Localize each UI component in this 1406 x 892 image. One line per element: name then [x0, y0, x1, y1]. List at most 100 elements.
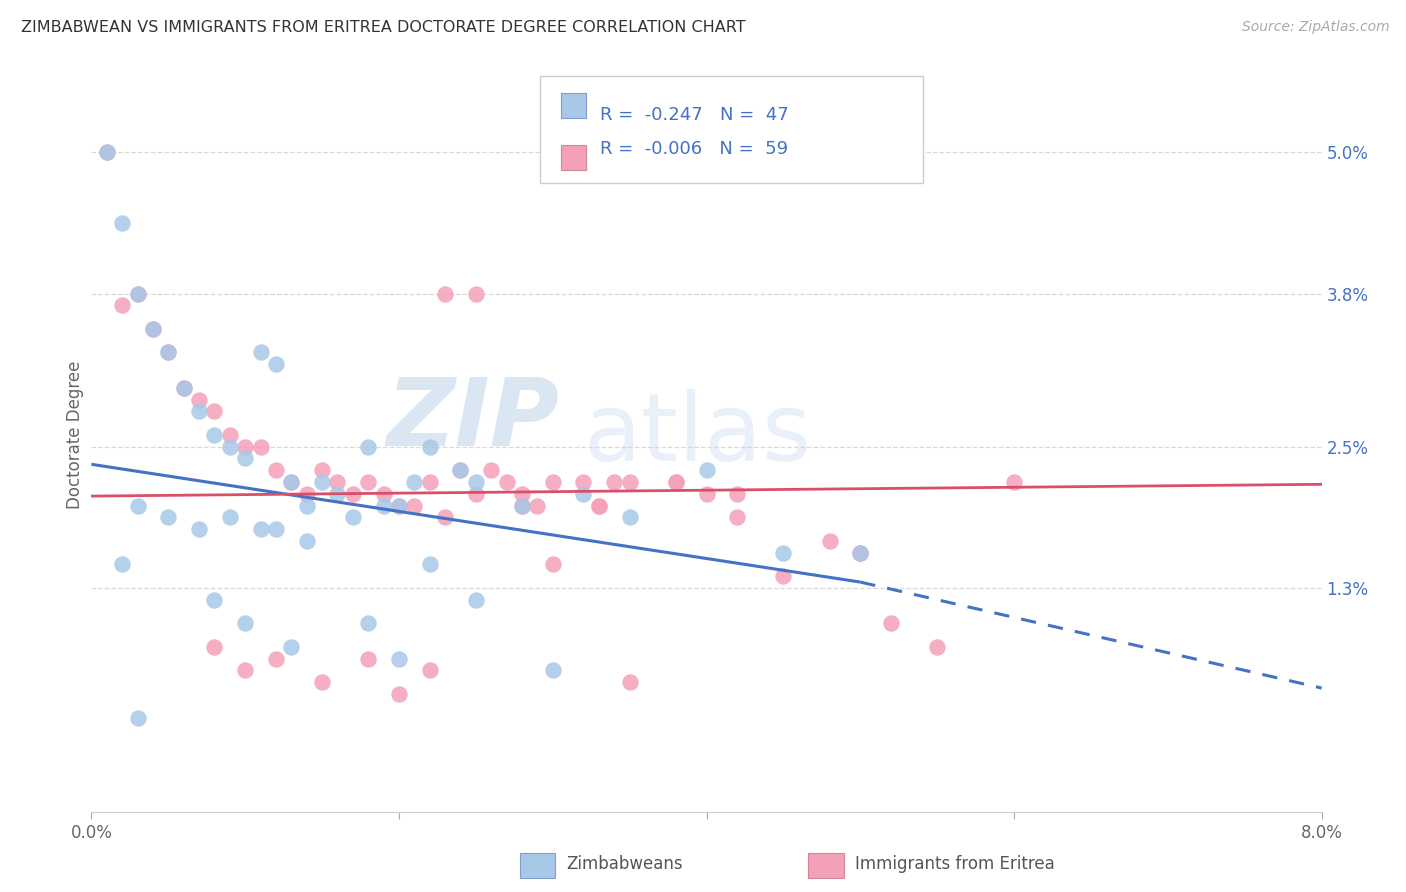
Point	[218, 510, 240, 524]
Point	[419, 440, 441, 454]
Point	[541, 475, 564, 489]
Point	[157, 345, 180, 359]
Point	[449, 463, 471, 477]
Point	[572, 475, 595, 489]
Point	[404, 475, 426, 489]
Point	[388, 651, 411, 665]
Point	[264, 651, 287, 665]
Point	[464, 487, 486, 501]
Point	[572, 487, 595, 501]
Point	[188, 392, 211, 407]
Point	[464, 592, 486, 607]
Point	[111, 298, 134, 312]
Point	[419, 475, 441, 489]
Point	[526, 499, 548, 513]
Point	[295, 487, 318, 501]
Point	[202, 592, 225, 607]
Point	[449, 463, 471, 477]
Text: ZIMBABWEAN VS IMMIGRANTS FROM ERITREA DOCTORATE DEGREE CORRELATION CHART: ZIMBABWEAN VS IMMIGRANTS FROM ERITREA DO…	[21, 20, 745, 35]
Point	[725, 487, 748, 501]
Point	[434, 510, 457, 524]
Text: atlas: atlas	[583, 389, 811, 481]
Point	[464, 286, 486, 301]
Text: Zimbabweans: Zimbabweans	[567, 855, 683, 873]
Point	[127, 499, 149, 513]
Point	[142, 322, 165, 336]
Point	[434, 286, 457, 301]
Point	[326, 487, 349, 501]
Point	[541, 558, 564, 572]
Point	[357, 616, 380, 631]
Point	[541, 664, 564, 678]
Point	[588, 499, 610, 513]
Point	[280, 475, 302, 489]
Text: Source: ZipAtlas.com: Source: ZipAtlas.com	[1241, 20, 1389, 34]
Point	[173, 381, 195, 395]
Point	[218, 428, 240, 442]
Point	[188, 522, 211, 536]
Text: R =  -0.247   N =  47: R = -0.247 N = 47	[600, 105, 789, 124]
Point	[96, 145, 118, 160]
Point	[510, 499, 533, 513]
Point	[849, 546, 872, 560]
Point	[772, 569, 794, 583]
Point	[510, 487, 533, 501]
Point	[295, 499, 318, 513]
Point	[202, 404, 225, 418]
Point	[326, 475, 349, 489]
Point	[665, 475, 688, 489]
Point	[249, 345, 271, 359]
Point	[373, 499, 395, 513]
Point	[818, 533, 841, 548]
Point	[373, 487, 395, 501]
Point	[880, 616, 903, 631]
Point	[249, 440, 271, 454]
Point	[695, 463, 717, 477]
Point	[233, 440, 256, 454]
Point	[588, 499, 610, 513]
Point	[342, 510, 364, 524]
Point	[510, 499, 533, 513]
Point	[127, 710, 149, 724]
Point	[357, 440, 380, 454]
Point	[233, 664, 256, 678]
Point	[218, 440, 240, 454]
Point	[619, 475, 641, 489]
Point	[249, 522, 271, 536]
Point	[342, 487, 364, 501]
Text: R =  -0.006   N =  59: R = -0.006 N = 59	[600, 140, 789, 159]
Point	[157, 510, 180, 524]
Point	[280, 475, 302, 489]
Point	[849, 546, 872, 560]
Point	[111, 558, 134, 572]
Point	[695, 487, 717, 501]
Point	[111, 216, 134, 230]
Point	[264, 357, 287, 371]
Point	[665, 475, 688, 489]
Point	[404, 499, 426, 513]
Point	[202, 428, 225, 442]
Point	[188, 404, 211, 418]
Point	[619, 510, 641, 524]
Point	[419, 664, 441, 678]
Point	[295, 533, 318, 548]
Point	[357, 475, 380, 489]
Point	[772, 546, 794, 560]
Point	[280, 640, 302, 654]
Point	[357, 651, 380, 665]
Point	[96, 145, 118, 160]
Point	[311, 463, 333, 477]
Point	[233, 451, 256, 466]
Point	[464, 475, 486, 489]
Point	[927, 640, 949, 654]
Point	[233, 616, 256, 631]
Point	[311, 475, 333, 489]
Point	[173, 381, 195, 395]
Point	[127, 286, 149, 301]
Point	[264, 522, 287, 536]
Point	[142, 322, 165, 336]
Y-axis label: Doctorate Degree: Doctorate Degree	[66, 360, 84, 509]
Point	[603, 475, 626, 489]
Point	[388, 499, 411, 513]
Point	[619, 675, 641, 690]
